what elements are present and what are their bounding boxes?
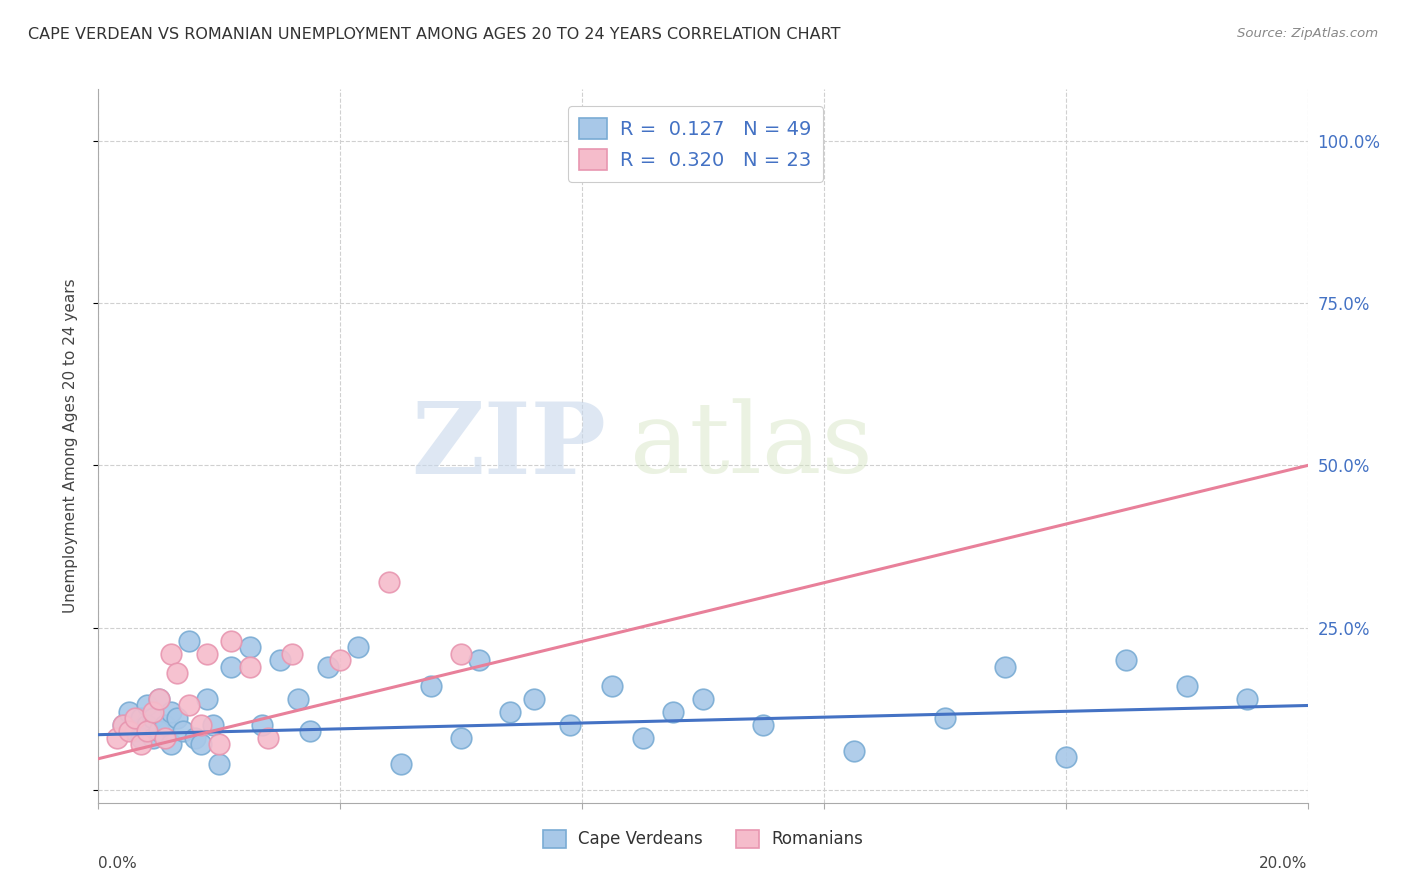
Point bbox=[129, 738, 152, 752]
Point bbox=[281, 647, 304, 661]
Point bbox=[195, 647, 218, 661]
Point bbox=[135, 698, 157, 713]
Point bbox=[195, 692, 218, 706]
Point bbox=[148, 692, 170, 706]
Point bbox=[148, 724, 170, 739]
Point bbox=[523, 692, 546, 706]
Point bbox=[111, 718, 134, 732]
Text: Source: ZipAtlas.com: Source: ZipAtlas.com bbox=[1237, 27, 1378, 40]
Point bbox=[135, 724, 157, 739]
Point bbox=[190, 738, 212, 752]
Point bbox=[221, 633, 243, 648]
Point bbox=[316, 659, 339, 673]
Point bbox=[166, 711, 188, 725]
Point bbox=[844, 744, 866, 758]
Point bbox=[1054, 750, 1077, 764]
Point bbox=[692, 692, 714, 706]
Point bbox=[142, 731, 165, 745]
Point bbox=[105, 731, 128, 745]
Point bbox=[602, 679, 624, 693]
Text: ZIP: ZIP bbox=[412, 398, 606, 494]
Point bbox=[256, 731, 278, 745]
Text: CAPE VERDEAN VS ROMANIAN UNEMPLOYMENT AMONG AGES 20 TO 24 YEARS CORRELATION CHAR: CAPE VERDEAN VS ROMANIAN UNEMPLOYMENT AM… bbox=[28, 27, 841, 42]
Point bbox=[389, 756, 412, 771]
Point bbox=[994, 659, 1017, 673]
Point bbox=[118, 724, 141, 739]
Point bbox=[558, 718, 581, 732]
Point bbox=[160, 705, 183, 719]
Point bbox=[1175, 679, 1198, 693]
Point bbox=[329, 653, 352, 667]
Point bbox=[190, 718, 212, 732]
Point bbox=[179, 633, 201, 648]
Y-axis label: Unemployment Among Ages 20 to 24 years: Unemployment Among Ages 20 to 24 years bbox=[63, 278, 77, 614]
Point bbox=[269, 653, 291, 667]
Point bbox=[934, 711, 956, 725]
Point bbox=[723, 160, 745, 174]
Point bbox=[142, 711, 165, 725]
Point bbox=[129, 711, 152, 725]
Point bbox=[184, 731, 207, 745]
Point bbox=[468, 653, 491, 667]
Point bbox=[377, 575, 399, 590]
Point bbox=[202, 718, 225, 732]
Legend: Cape Verdeans, Romanians: Cape Verdeans, Romanians bbox=[536, 823, 870, 855]
Text: atlas: atlas bbox=[630, 398, 873, 494]
Point bbox=[111, 718, 134, 732]
Point bbox=[662, 705, 685, 719]
Point bbox=[124, 711, 146, 725]
Point bbox=[124, 724, 146, 739]
Point bbox=[172, 724, 194, 739]
Point bbox=[179, 698, 201, 713]
Point bbox=[1115, 653, 1137, 667]
Point bbox=[450, 731, 472, 745]
Point bbox=[160, 647, 183, 661]
Point bbox=[287, 692, 309, 706]
Point bbox=[250, 718, 273, 732]
Point bbox=[299, 724, 322, 739]
Point bbox=[153, 731, 176, 745]
Point bbox=[450, 647, 472, 661]
Point bbox=[1236, 692, 1258, 706]
Point bbox=[118, 705, 141, 719]
Point bbox=[166, 666, 188, 681]
Point bbox=[208, 756, 231, 771]
Point bbox=[153, 718, 176, 732]
Point bbox=[498, 705, 520, 719]
Point bbox=[347, 640, 370, 654]
Point bbox=[752, 718, 775, 732]
Point bbox=[420, 679, 443, 693]
Point bbox=[239, 659, 262, 673]
Point bbox=[239, 640, 262, 654]
Point bbox=[135, 718, 157, 732]
Point bbox=[631, 731, 654, 745]
Point bbox=[208, 738, 231, 752]
Point bbox=[148, 692, 170, 706]
Point bbox=[142, 705, 165, 719]
Point bbox=[160, 738, 183, 752]
Point bbox=[129, 731, 152, 745]
Text: 0.0%: 0.0% bbox=[98, 856, 138, 871]
Point bbox=[221, 659, 243, 673]
Text: 20.0%: 20.0% bbox=[1260, 856, 1308, 871]
